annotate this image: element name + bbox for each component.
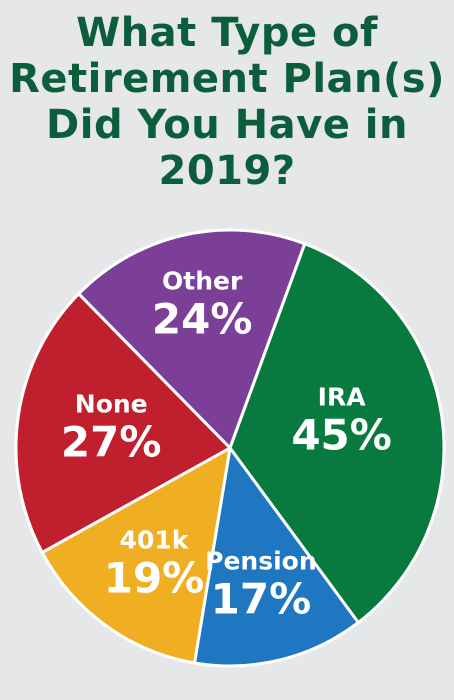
slice-value-none: 27% xyxy=(61,418,162,467)
slice-value-other: 24% xyxy=(152,295,253,344)
slice-value-401k: 19% xyxy=(104,554,205,603)
slice-value-pension: 17% xyxy=(211,575,312,624)
chart-title-line-2: Retirement Plan(s) xyxy=(9,56,445,102)
pie-slice-ira xyxy=(228,242,446,625)
slice-label-pension: Pension xyxy=(205,547,317,576)
slice-label-ira: IRA xyxy=(318,383,367,412)
slice-label-none: None xyxy=(75,390,148,419)
slice-value-ira: 45% xyxy=(291,411,392,460)
pie-slice-401k xyxy=(40,446,232,665)
pie-slice-none xyxy=(14,292,232,554)
pie-slices xyxy=(14,228,446,668)
chart-title-line-3: Did You Have in xyxy=(46,102,408,148)
slice-label-401k: 401k xyxy=(120,526,190,555)
slice-label-other: Other xyxy=(162,267,243,296)
pie-slice-other xyxy=(77,228,307,450)
chart-title-line-1: What Type of xyxy=(76,10,378,56)
pie-slice-pension xyxy=(193,446,360,668)
chart-title: What Type of Retirement Plan(s) Did You … xyxy=(0,10,454,194)
chart-title-line-4: 2019? xyxy=(158,148,296,194)
